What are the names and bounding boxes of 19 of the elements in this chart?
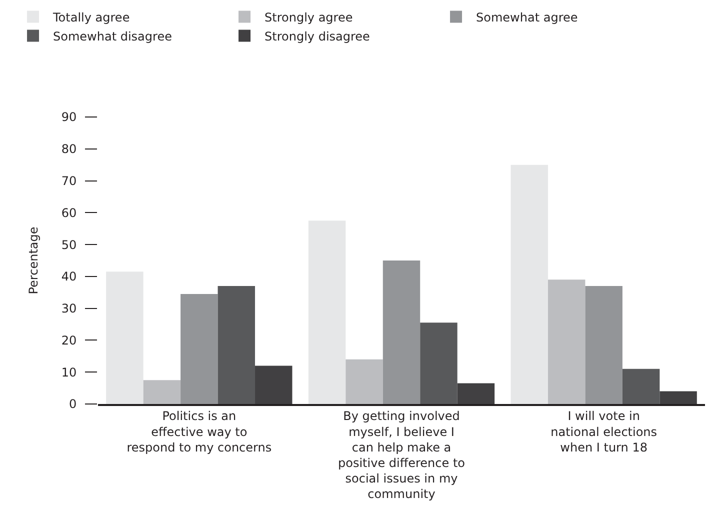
y-tick-label: 20 [61,333,77,348]
y-tick-label: 30 [61,302,77,316]
y-tick-label: 40 [61,270,77,284]
x-tick-label: Politics is an effective way to respond to my concerns [126,409,272,454]
y-axis-title: Percentage [26,226,41,294]
legend-label: Somewhat disagree [53,29,172,44]
legend-label: Strongly agree [264,10,353,24]
y-tick-label: 0 [68,397,77,412]
legend-label: Strongly disagree [264,29,370,44]
y-tick-label: 90 [61,110,77,124]
legend-label: Totally agree [52,10,130,24]
legend-label: Somewhat agree [476,10,578,24]
y-tick-label: 70 [61,174,77,188]
y-tick-label: 50 [61,238,77,252]
y-tick-label: 60 [61,206,77,220]
x-tick-label: I will vote in national elections when I turn 18 [550,409,658,454]
y-tick-label: 80 [61,142,77,156]
x-tick-label: By getting involved myself, I believe I can help make a positive difference to social issues in my community [338,409,465,502]
y-tick-label: 10 [61,365,77,380]
